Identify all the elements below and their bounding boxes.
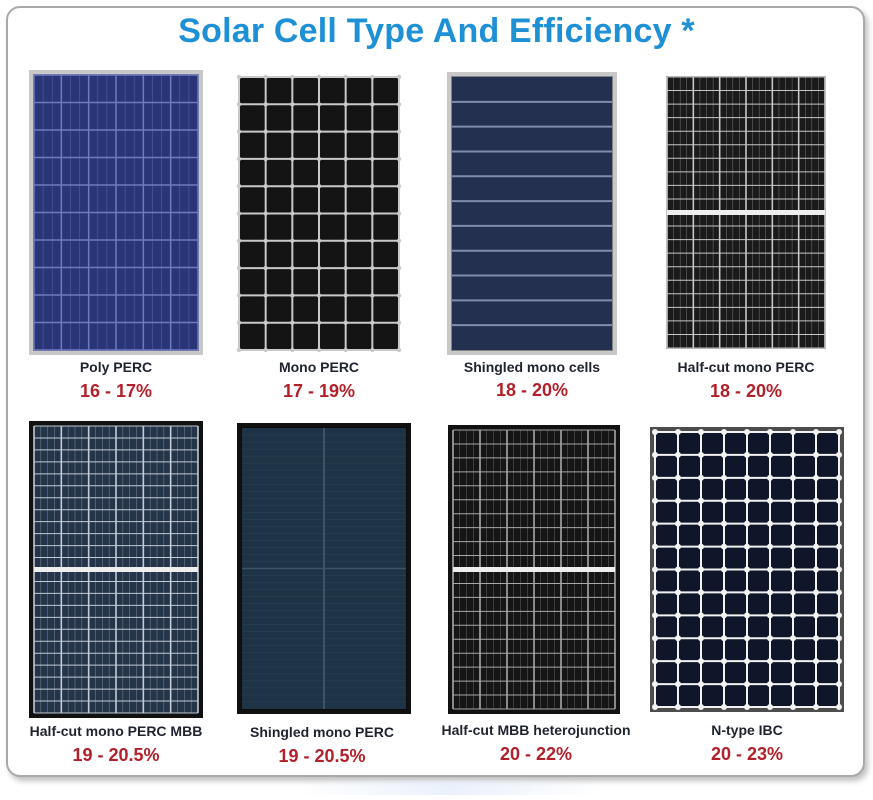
panel-efficiency: 20 - 23%: [710, 744, 784, 764]
panel-efficiency: 19 - 20.5%: [278, 746, 366, 766]
solar-panel-image: [29, 421, 203, 718]
panel-type-label: Half-cut MBB heterojunction: [441, 722, 631, 738]
solar-panel-image: [237, 423, 411, 714]
solar-panel-image: [29, 70, 203, 355]
panel-efficiency: 19 - 20.5%: [72, 745, 160, 765]
panel-type-label: Half-cut mono PERC MBB: [29, 723, 203, 739]
panel-type-label: Shingled mono cells: [463, 359, 601, 375]
solar-panel-image: [662, 72, 830, 353]
panel-type-label: N-type IBC: [711, 722, 783, 738]
panel-type-label: Shingled mono PERC: [250, 724, 394, 740]
panel-efficiency: 16 - 17%: [79, 381, 153, 401]
page-title: Solar Cell Type And Efficiency *: [178, 12, 695, 50]
reflection-effect: [300, 781, 600, 795]
panel-efficiency: 18 - 20%: [709, 381, 783, 401]
panel-type-label: Mono PERC: [278, 359, 360, 375]
panel-efficiency: 20 - 22%: [499, 744, 573, 764]
panel-type-label: Poly PERC: [79, 359, 153, 375]
solar-panel-image: [650, 427, 844, 712]
panel-type-label: Half-cut mono PERC: [677, 359, 815, 375]
solar-panel-image: [234, 72, 404, 355]
panel-efficiency: 17 - 19%: [282, 381, 356, 401]
solar-panel-image: [447, 72, 617, 355]
panel-efficiency: 18 - 20%: [495, 380, 569, 400]
solar-panel-image: [448, 425, 620, 714]
